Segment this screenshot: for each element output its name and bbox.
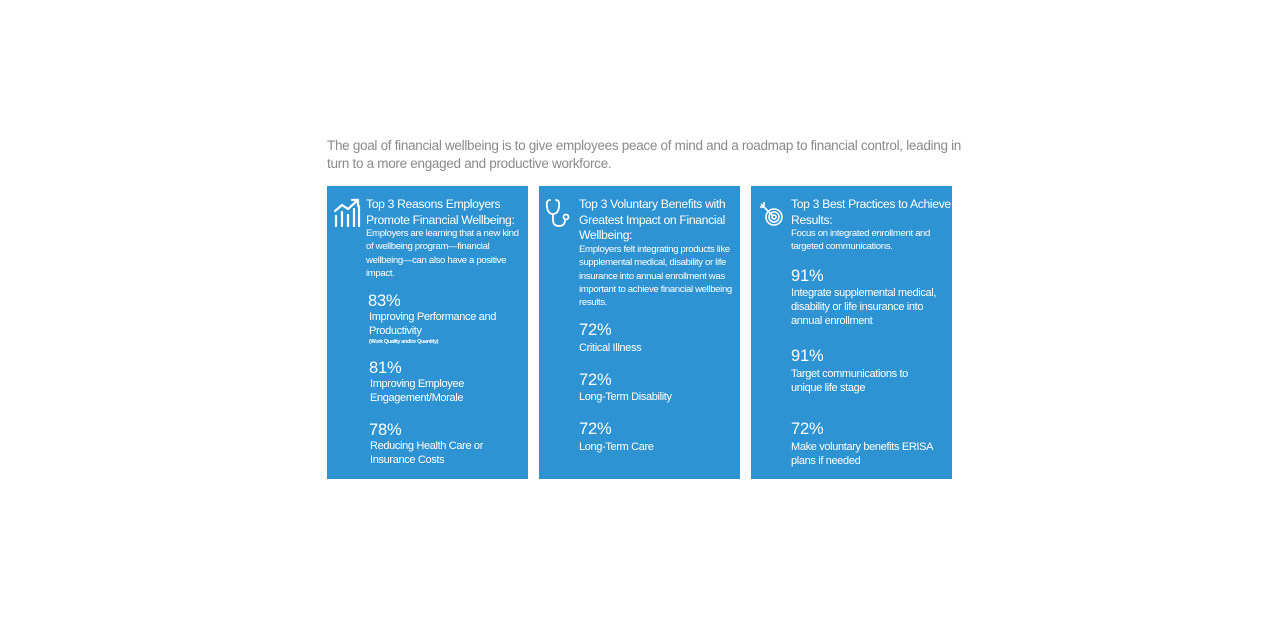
- stat-value: 91%: [791, 267, 824, 285]
- stat-label: Long-Term Disability: [579, 391, 672, 403]
- stat-label: Improving Employee Engagement/Morale: [370, 378, 464, 404]
- stat-label: Improving Performance and Productivity: [369, 311, 496, 337]
- stat-value: 78%: [369, 421, 402, 439]
- target-icon: [760, 202, 783, 226]
- stat-label: Target communications to unique life sta…: [791, 368, 908, 394]
- stat-label: Long-Term Care: [579, 441, 654, 453]
- stat-value: 83%: [368, 292, 401, 310]
- stat-value: 81%: [369, 359, 402, 377]
- card-reasons: Top 3 Reasons Employers Promote Financia…: [327, 186, 528, 479]
- stat-label: Reducing Health Care or Insurance Costs: [370, 440, 484, 466]
- stat-label: Critical Illness: [579, 342, 642, 354]
- stethoscope-icon: [545, 199, 570, 227]
- stat-value: 72%: [791, 420, 824, 438]
- card-title: Top 3 Voluntary Benefits with Greatest I…: [579, 197, 726, 242]
- stat-note: (Work Quality and/or Quantity): [369, 339, 439, 345]
- card-title: Top 3 Reasons Employers Promote Financia…: [366, 197, 515, 227]
- card-description: Employers felt integrating products like…: [579, 244, 732, 309]
- stat-value: 72%: [579, 321, 612, 339]
- card-best-practices: Top 3 Best Practices to Achieve Results:…: [751, 186, 952, 479]
- stat-value: 91%: [791, 347, 824, 365]
- card-voluntary-benefits: Top 3 Voluntary Benefits with Greatest I…: [539, 186, 740, 479]
- card-title: Top 3 Best Practices to Achieve Results:: [791, 197, 951, 227]
- card-description: Employers are learning that a new kind o…: [366, 228, 519, 279]
- intro-text: The goal of financial wellbeing is to gi…: [327, 138, 962, 171]
- growth-chart-icon: [333, 198, 361, 228]
- stat-value: 72%: [579, 420, 612, 438]
- card-description: Focus on integrated enrollment and targe…: [791, 228, 931, 253]
- stat-label: Integrate supplemental medical, disabili…: [791, 287, 937, 327]
- stat-label: Make voluntary benefits ERISA plans if n…: [791, 441, 933, 467]
- stat-value: 72%: [579, 371, 612, 389]
